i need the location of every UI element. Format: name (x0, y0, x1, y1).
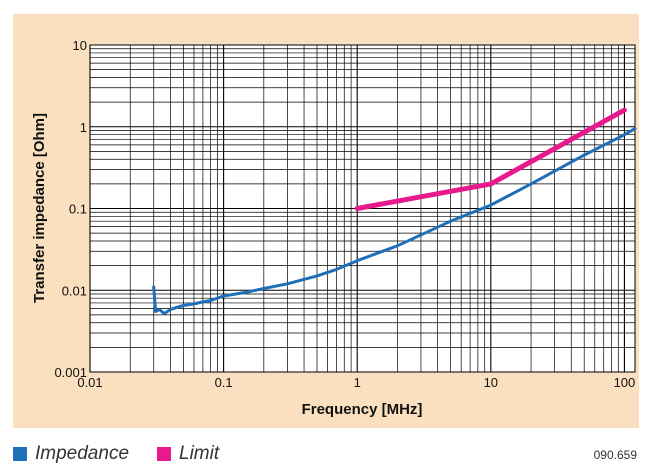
y-tick-label: 10 (73, 38, 87, 53)
chart-panel: 0.01 0.1 1 10 100 0.001 0.01 0.1 1 10 Frequency [… (13, 14, 639, 428)
legend-item-impedance: Impedance (13, 443, 129, 465)
x-tick-label: 1 (354, 375, 361, 390)
legend-label-limit: Limit (179, 443, 220, 464)
y-tick-label: 0.1 (69, 202, 87, 217)
y-tick-label: 0.001 (54, 365, 87, 380)
series-layer (152, 107, 637, 315)
series-line-impedance (152, 127, 637, 315)
legend-item-limit: Limit (157, 443, 219, 465)
y-tick-label: 0.01 (62, 283, 87, 298)
y-axis-label: Transfer impedance [Ohm] (31, 113, 48, 303)
y-tick-label: 1 (80, 120, 87, 135)
legend-swatch-limit (157, 447, 172, 461)
x-tick-label: 0.01 (77, 375, 102, 390)
x-tick-label: 10 (484, 375, 498, 390)
legend-label-impedance: Impedance (35, 443, 130, 464)
series-line-limit (354, 107, 627, 211)
x-axis-label: Frequency [MHz] (302, 401, 423, 418)
legend: Impedance Limit (13, 442, 247, 466)
plot-frame (89, 44, 636, 373)
figure-code: 090.659 (593, 448, 637, 462)
x-tick-label: 0.1 (215, 375, 233, 390)
x-tick-label: 100 (614, 375, 636, 390)
legend-swatch-impedance (13, 447, 27, 461)
grid (89, 44, 635, 373)
